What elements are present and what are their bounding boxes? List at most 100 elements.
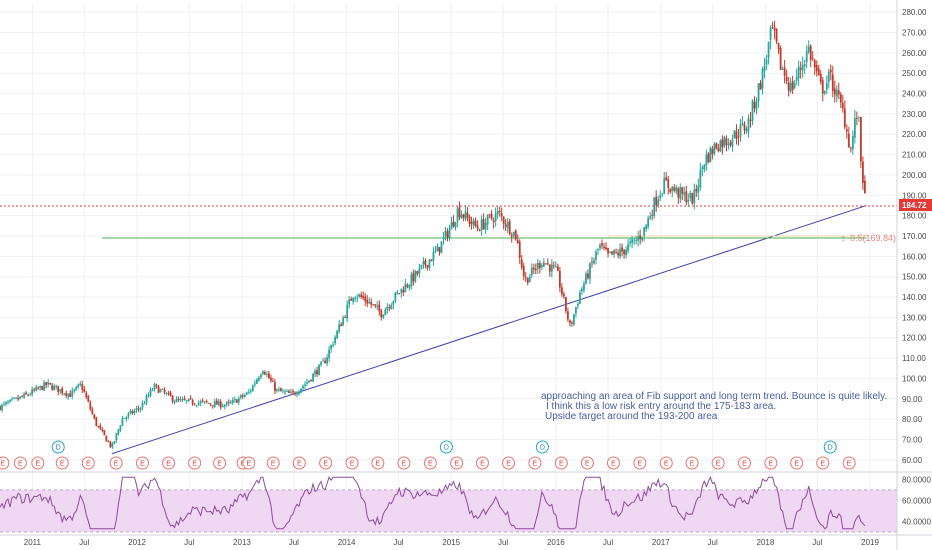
earnings-marker[interactable]: [0, 456, 10, 470]
candle-body: [304, 384, 306, 386]
earnings-marker[interactable]: [475, 456, 489, 470]
annotation-line-3: Upside target around the 193-200 area: [545, 411, 718, 422]
candle-body: [741, 123, 744, 125]
rsi-tick-label: 80.0000: [902, 475, 931, 484]
candle-body: [645, 224, 648, 229]
earnings-marker[interactable]: [135, 456, 149, 470]
candle-body: [476, 225, 479, 229]
candle-body: [69, 393, 72, 397]
earnings-marker[interactable]: [580, 456, 594, 470]
earnings-marker-label: E: [716, 461, 721, 468]
candle-body: [276, 389, 278, 391]
earnings-marker[interactable]: [737, 456, 751, 470]
earnings-marker[interactable]: [109, 456, 123, 470]
earnings-marker[interactable]: [685, 456, 699, 470]
last-price-badge: [899, 199, 932, 211]
dividend-marker[interactable]: [51, 440, 65, 454]
earnings-marker[interactable]: [450, 456, 464, 470]
price-tick-label: 140.00: [902, 293, 927, 302]
earnings-marker-label: E: [794, 461, 799, 468]
earnings-marker[interactable]: [371, 456, 385, 470]
candle-body: [292, 391, 294, 393]
candle-body: [859, 116, 862, 162]
candle-body: [179, 399, 182, 401]
earnings-marker[interactable]: [633, 456, 647, 470]
rsi-tick-label: 60.0000: [902, 496, 931, 505]
candle-body: [159, 389, 162, 393]
earnings-marker[interactable]: [790, 456, 804, 470]
earnings-marker[interactable]: [55, 456, 69, 470]
earnings-marker[interactable]: [292, 456, 306, 470]
earnings-marker[interactable]: [711, 456, 725, 470]
earnings-marker[interactable]: [31, 456, 45, 470]
candle-body: [85, 392, 88, 398]
candle-body: [99, 425, 102, 429]
earnings-marker[interactable]: [81, 456, 95, 470]
earnings-marker-label: E: [847, 461, 852, 468]
candle-body: [63, 393, 66, 395]
earnings-marker[interactable]: [554, 456, 568, 470]
dividend-marker[interactable]: [535, 440, 549, 454]
earnings-marker[interactable]: [188, 456, 202, 470]
earnings-marker[interactable]: [842, 456, 856, 470]
candle-body: [707, 153, 710, 163]
earnings-marker[interactable]: [606, 456, 620, 470]
earnings-marker-label: E: [323, 461, 328, 468]
candle-body: [691, 193, 694, 205]
earnings-marker-label: E: [506, 461, 511, 468]
earnings-marker[interactable]: [213, 456, 227, 470]
candle-body: [318, 364, 320, 376]
candle-body: [187, 398, 190, 402]
earnings-marker[interactable]: [13, 456, 27, 470]
earnings-marker[interactable]: [242, 456, 256, 470]
candle-body: [87, 396, 90, 402]
earnings-marker[interactable]: [345, 456, 359, 470]
candle-body: [147, 395, 150, 396]
candle-body: [719, 140, 722, 152]
dividend-marker[interactable]: [823, 440, 837, 454]
earnings-marker[interactable]: [397, 456, 411, 470]
earnings-marker[interactable]: [764, 456, 778, 470]
candle-body: [241, 395, 244, 397]
candle-body: [65, 392, 68, 396]
candle-body: [89, 402, 92, 410]
candle-body: [173, 401, 176, 403]
earnings-marker[interactable]: [659, 456, 673, 470]
candle-body: [725, 138, 728, 145]
candle-body: [843, 108, 846, 128]
earnings-marker-label: E: [559, 461, 564, 468]
candle-body: [793, 83, 796, 88]
earnings-marker[interactable]: [528, 456, 542, 470]
candle-body: [255, 379, 258, 384]
candle-body: [25, 392, 27, 395]
earnings-marker[interactable]: [162, 456, 176, 470]
candle-body: [330, 345, 333, 350]
candle-body: [344, 317, 347, 318]
earnings-marker[interactable]: [816, 456, 830, 470]
candle-body: [753, 101, 756, 109]
candle-body: [231, 399, 234, 403]
earnings-marker[interactable]: [319, 456, 333, 470]
earnings-marker[interactable]: [502, 456, 516, 470]
candle-body: [745, 128, 748, 133]
earnings-marker[interactable]: [266, 456, 280, 470]
candle-body: [554, 266, 557, 267]
candle-body: [617, 252, 619, 256]
candle-body: [767, 41, 770, 58]
candles: [0, 20, 866, 449]
candle-body: [470, 222, 473, 224]
earnings-marker[interactable]: [423, 456, 437, 470]
candle-body: [73, 389, 76, 391]
candle-body: [771, 24, 774, 26]
candle-body: [280, 388, 282, 392]
dividend-marker[interactable]: [439, 440, 453, 454]
candle-body: [542, 262, 545, 267]
candle-body: [520, 259, 523, 268]
candle-body: [406, 285, 409, 287]
dividend-marker-label: D: [444, 445, 449, 452]
price-tick-label: 230.00: [902, 110, 927, 119]
candle-body: [583, 283, 585, 291]
candle-body: [336, 330, 339, 339]
candle-body: [833, 88, 836, 95]
